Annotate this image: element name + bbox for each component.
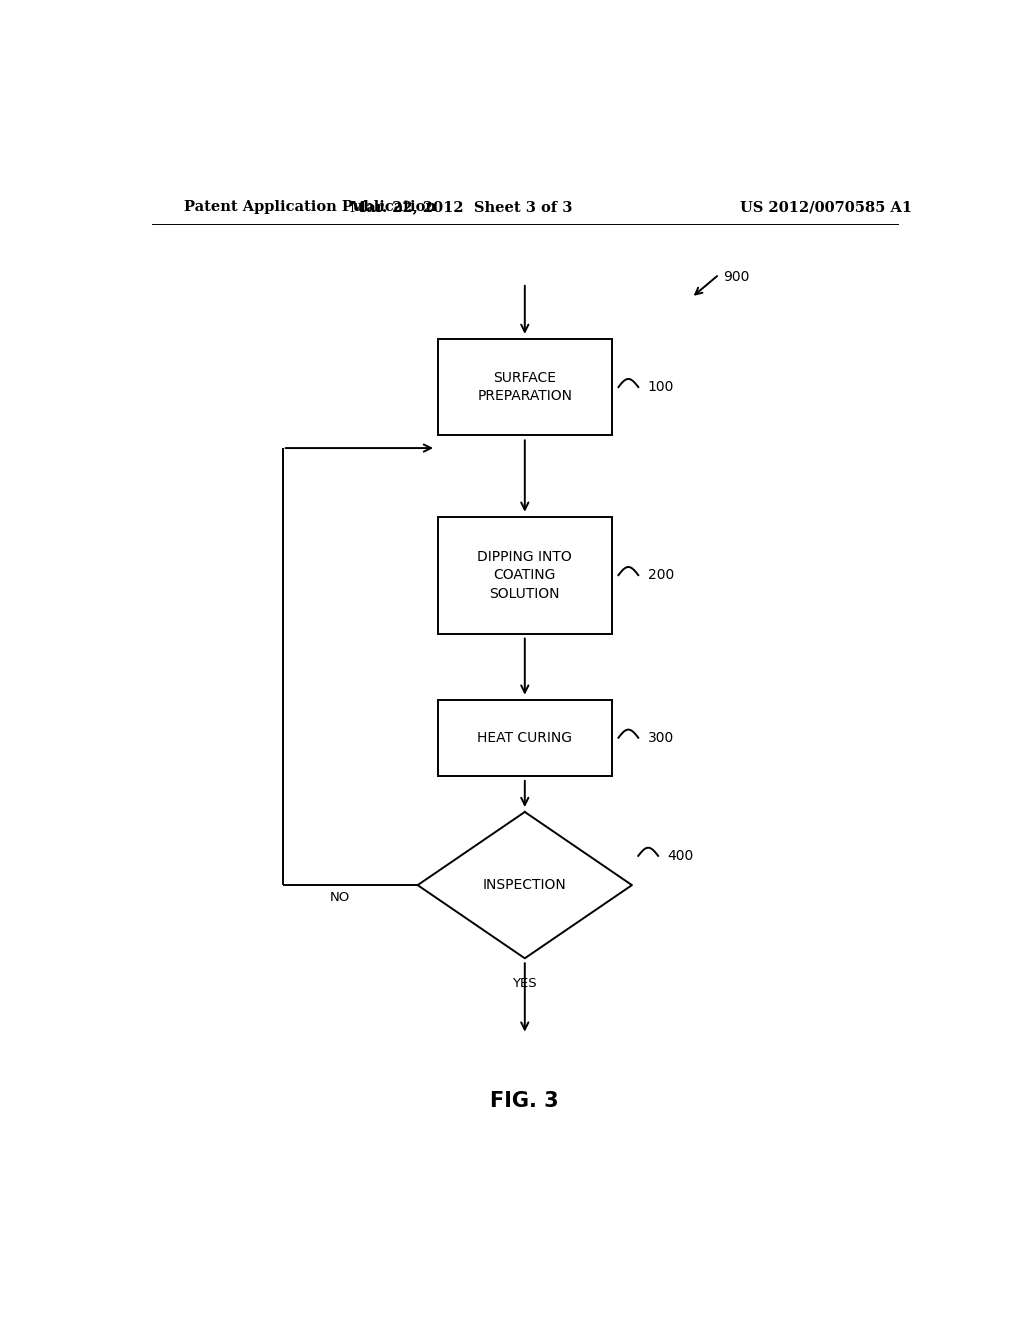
Text: US 2012/0070585 A1: US 2012/0070585 A1: [740, 201, 912, 214]
Text: NO: NO: [330, 891, 350, 904]
Text: Patent Application Publication: Patent Application Publication: [183, 201, 435, 214]
Text: 400: 400: [668, 849, 694, 863]
Text: YES: YES: [512, 977, 538, 990]
Text: HEAT CURING: HEAT CURING: [477, 731, 572, 744]
Text: SURFACE
PREPARATION: SURFACE PREPARATION: [477, 371, 572, 404]
Bar: [437, 339, 612, 436]
Bar: [437, 700, 612, 776]
Text: 200: 200: [648, 568, 674, 582]
Text: 100: 100: [648, 380, 674, 395]
Text: Mar. 22, 2012  Sheet 3 of 3: Mar. 22, 2012 Sheet 3 of 3: [350, 201, 572, 214]
Text: 300: 300: [648, 731, 674, 744]
Text: FIG. 3: FIG. 3: [490, 1090, 559, 1110]
Text: 900: 900: [723, 271, 750, 284]
Text: DIPPING INTO
COATING
SOLUTION: DIPPING INTO COATING SOLUTION: [477, 549, 572, 601]
Bar: [437, 516, 612, 634]
Text: INSPECTION: INSPECTION: [483, 878, 566, 892]
